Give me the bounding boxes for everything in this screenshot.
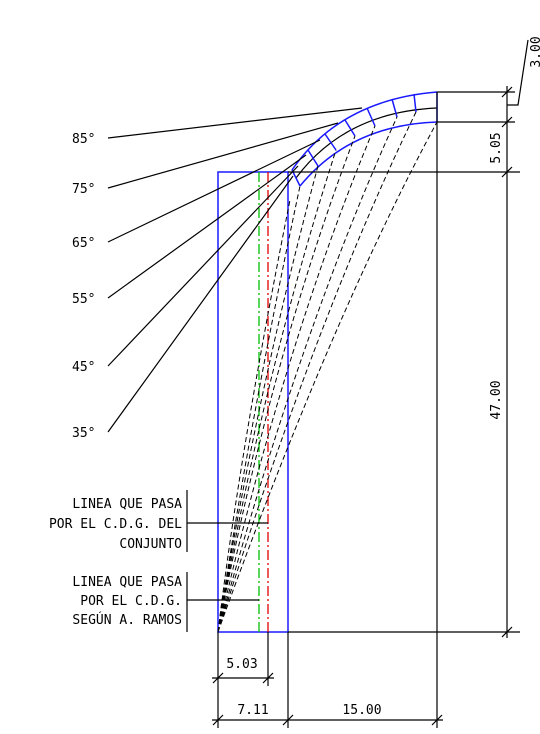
note-line: CONJUNTO (119, 537, 182, 552)
dimension-label: 15.00 (342, 703, 381, 718)
dimension-label: 5.05 (489, 132, 504, 163)
angle-labels: 85° 75° 65° 55° 45° 35° (72, 132, 95, 441)
angle-label: 85° (72, 132, 95, 147)
angle-label: 35° (72, 426, 95, 441)
note-line: POR EL C.D.G. (80, 594, 182, 609)
dimension-label: 47.00 (489, 380, 504, 419)
note-line: LINEA QUE PASA (72, 575, 182, 590)
structure (217, 91, 438, 633)
dimension-label: 5.03 (226, 657, 257, 672)
dimension-label: 3.00 (529, 36, 540, 67)
note-line: SEGÚN A. RAMOS (72, 612, 182, 628)
angle-label: 55° (72, 292, 95, 307)
angle-label: 75° (72, 182, 95, 197)
angle-label: 45° (72, 360, 95, 375)
leaders (107, 107, 363, 433)
dimension-label: 7.11 (237, 703, 268, 718)
angle-label: 65° (72, 236, 95, 251)
note-line: LINEA QUE PASA (72, 497, 182, 512)
note-line: POR EL C.D.G. DEL (49, 517, 182, 532)
dimensions: 3.00 5.05 47.00 5.03 7.11 15.00 (212, 36, 540, 728)
notes: LINEA QUE PASA POR EL C.D.G. DEL CONJUNT… (49, 490, 268, 632)
